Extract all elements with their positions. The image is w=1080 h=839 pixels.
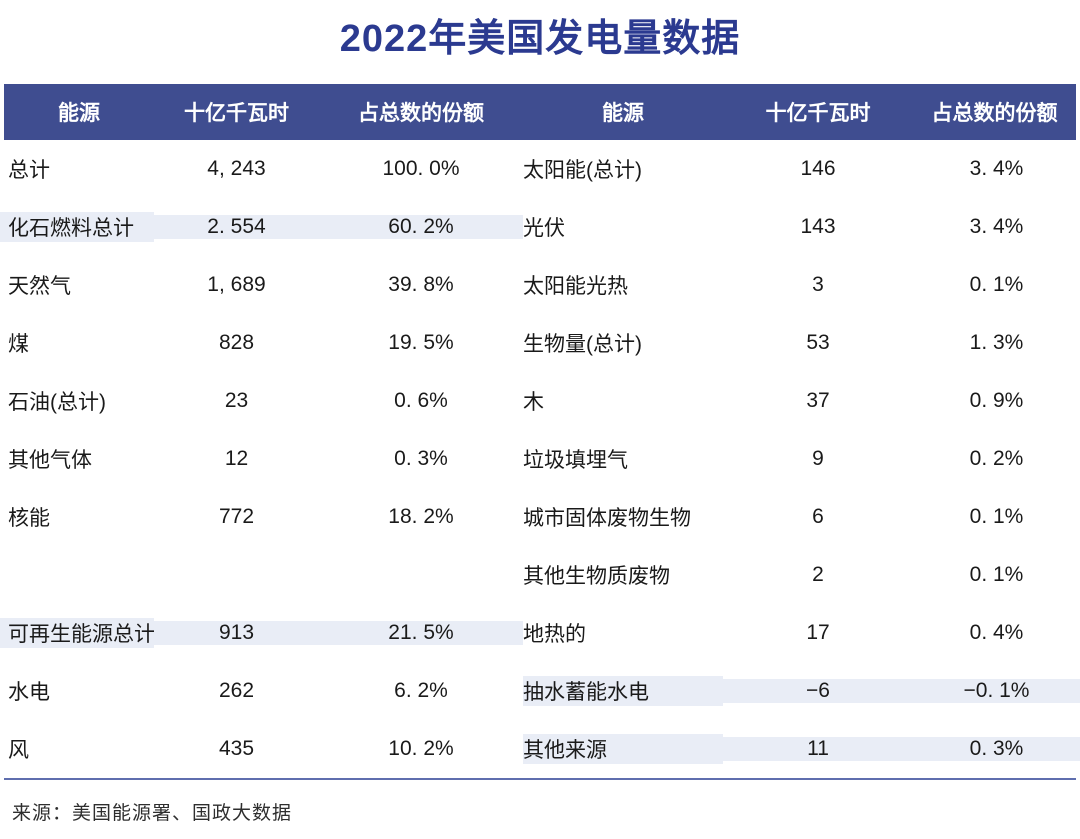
- value-cell: 435: [218, 737, 255, 760]
- energy-cell: 城市固体废物生物: [523, 507, 691, 530]
- value-cell: −6: [723, 679, 913, 703]
- table-header-row: 能源 十亿千瓦时 占总数的份额 能源 十亿千瓦时 占总数的份额: [4, 84, 1076, 140]
- header-energy-right: 能源: [602, 102, 644, 125]
- table-row: 天然气 1, 689 39. 8% 太阳能光热 3 0. 1%: [0, 256, 1080, 314]
- value-cell: 913: [154, 621, 319, 645]
- share-cell: 0. 3%: [913, 737, 1080, 761]
- energy-cell: 煤: [8, 333, 29, 356]
- value-cell: 4, 243: [207, 157, 266, 180]
- value-cell: 23: [224, 389, 249, 412]
- value-cell: 146: [800, 157, 836, 180]
- energy-cell: 地热的: [523, 623, 586, 646]
- share-cell: 0. 2%: [969, 447, 1024, 470]
- energy-cell: 抽水蓄能水电: [523, 676, 723, 706]
- share-cell: 0. 1%: [969, 505, 1024, 528]
- share-cell: 60. 2%: [319, 215, 523, 239]
- header-value-left: 十亿千瓦时: [184, 102, 289, 125]
- energy-cell: 其他来源: [523, 734, 723, 764]
- share-cell: 0. 9%: [969, 389, 1024, 412]
- value-cell: 11: [723, 737, 913, 761]
- header-share-left: 占总数的份额: [358, 102, 484, 125]
- share-cell: 3. 4%: [969, 215, 1024, 238]
- share-cell: 21. 5%: [319, 621, 523, 645]
- header-energy-left: 能源: [58, 102, 100, 125]
- energy-cell: 生物量(总计): [523, 333, 642, 356]
- value-cell: 3: [812, 273, 824, 296]
- share-cell: 10. 2%: [388, 737, 454, 760]
- share-cell: 39. 8%: [388, 273, 454, 296]
- share-cell: 0. 1%: [969, 273, 1024, 296]
- value-cell: 9: [812, 447, 824, 470]
- share-cell: 0. 4%: [969, 621, 1024, 644]
- share-cell: 0. 3%: [394, 447, 448, 470]
- share-cell: −0. 1%: [913, 679, 1080, 703]
- share-cell: 3. 4%: [969, 157, 1024, 180]
- energy-cell: 木: [523, 391, 544, 414]
- energy-cell: 可再生能源总计: [0, 618, 154, 648]
- table-row: 化石燃料总计 2. 554 60. 2% 光伏 143 3. 4%: [0, 198, 1080, 256]
- header-share-right: 占总数的份额: [931, 102, 1058, 125]
- value-cell: 2: [812, 563, 824, 586]
- page-title: 2022年美国发电量数据: [339, 18, 741, 60]
- value-cell: 828: [218, 331, 255, 354]
- value-cell: 6: [812, 505, 824, 528]
- energy-cell: 核能: [8, 507, 50, 530]
- header-value-right: 十亿千瓦时: [765, 102, 871, 125]
- table-row: 其他生物质废物 2 0. 1%: [0, 546, 1080, 604]
- energy-cell: 其他生物质废物: [523, 565, 670, 588]
- value-cell: 772: [218, 505, 255, 528]
- table-row: 风 435 10. 2% 其他来源 11 0. 3%: [0, 720, 1080, 778]
- table-row: 核能 772 18. 2% 城市固体废物生物 6 0. 1%: [0, 488, 1080, 546]
- value-cell: 143: [800, 215, 836, 238]
- table-row: 其他气体 12 0. 3% 垃圾填埋气 9 0. 2%: [0, 430, 1080, 488]
- energy-cell: 太阳能光热: [523, 275, 628, 298]
- value-cell: 12: [224, 447, 249, 470]
- value-cell: 37: [806, 389, 830, 412]
- share-cell: 18. 2%: [388, 505, 454, 528]
- table-row: 总计 4, 243 100. 0% 太阳能(总计) 146 3. 4%: [0, 140, 1080, 198]
- energy-cell: 光伏: [523, 217, 565, 240]
- share-cell: 19. 5%: [388, 331, 454, 354]
- energy-cell: 天然气: [8, 275, 71, 298]
- value-cell: 53: [806, 331, 830, 354]
- energy-cell: 水电: [8, 681, 50, 704]
- energy-cell: 风: [8, 739, 29, 762]
- share-cell: 0. 1%: [969, 563, 1024, 586]
- value-cell: 2. 554: [154, 215, 319, 239]
- energy-cell: 垃圾填埋气: [523, 449, 628, 472]
- source-note: 来源：美国能源署、国政大数据: [12, 803, 293, 824]
- share-cell: 0. 6%: [394, 389, 448, 412]
- share-cell: 6. 2%: [394, 679, 448, 702]
- energy-cell: 石油(总计): [8, 391, 106, 414]
- table-row: 可再生能源总计 913 21. 5% 地热的 17 0. 4%: [0, 604, 1080, 662]
- share-cell: 100. 0%: [382, 157, 460, 180]
- share-cell: 1. 3%: [969, 331, 1024, 354]
- table-row: 石油(总计) 23 0. 6% 木 37 0. 9%: [0, 372, 1080, 430]
- energy-cell: 化石燃料总计: [0, 212, 154, 242]
- energy-cell: 总计: [8, 159, 50, 182]
- value-cell: 262: [218, 679, 255, 702]
- value-cell: 17: [806, 621, 830, 644]
- energy-cell: 其他气体: [8, 449, 92, 472]
- table-body: 总计 4, 243 100. 0% 太阳能(总计) 146 3. 4% 化石燃料…: [0, 140, 1080, 778]
- table-bottom-rule: [4, 778, 1076, 780]
- energy-cell: 太阳能(总计): [523, 159, 642, 182]
- table-row: 煤 828 19. 5% 生物量(总计) 53 1. 3%: [0, 314, 1080, 372]
- value-cell: 1, 689: [207, 273, 266, 296]
- table-row: 水电 262 6. 2% 抽水蓄能水电 −6 −0. 1%: [0, 662, 1080, 720]
